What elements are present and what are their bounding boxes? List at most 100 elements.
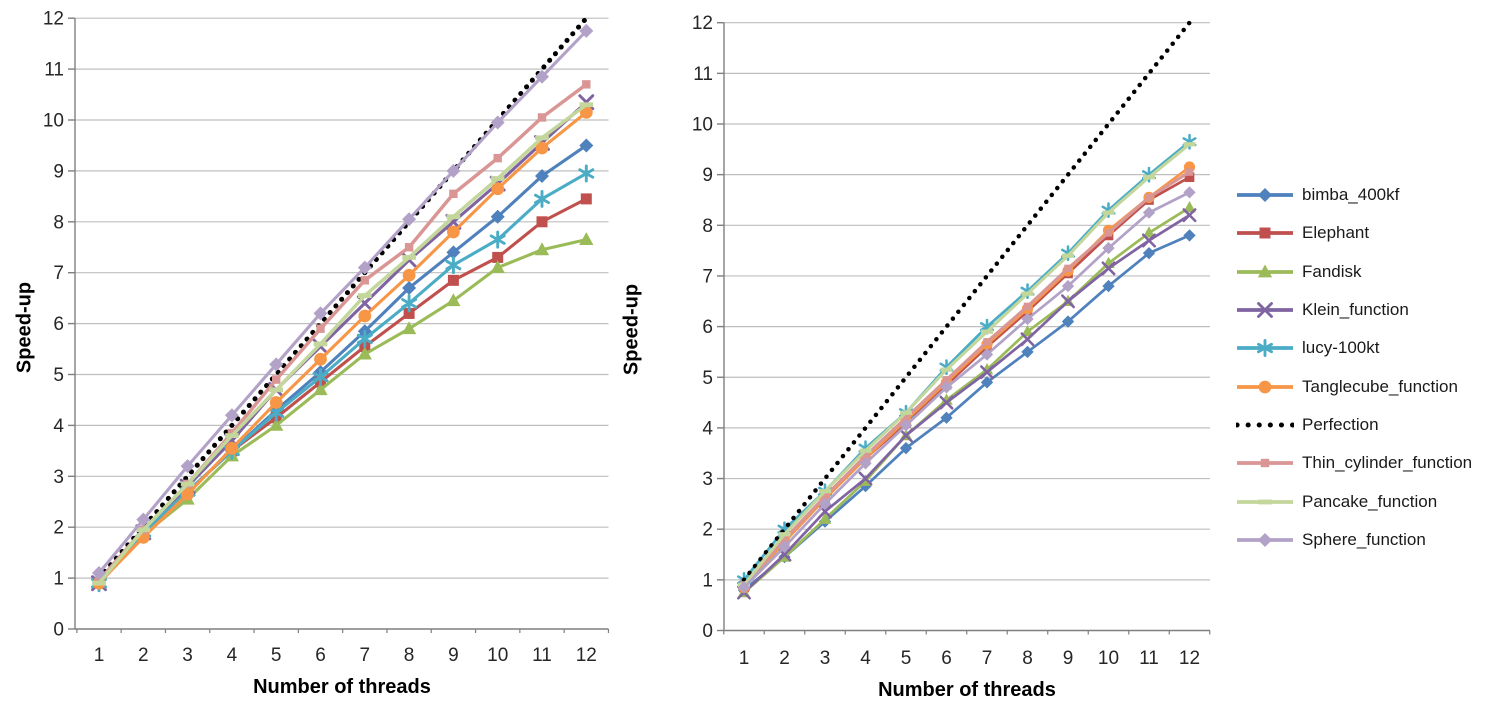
series-marker-lucy-100kt [534, 193, 550, 205]
x-tick-label: 5 [901, 648, 912, 669]
legend-label: bimba_400kf [1302, 185, 1400, 205]
series-marker-Klein_function [1020, 332, 1035, 347]
series-marker-Elephant [1184, 172, 1195, 183]
series-marker-Klein_function [858, 471, 873, 486]
legend-marker-Thin_cylinder_function [1260, 459, 1270, 468]
legend-sample-sphere_function [1237, 532, 1293, 547]
series-marker-Klein_function [1101, 261, 1116, 276]
series-marker-Pancake_function [981, 329, 993, 334]
series-marker-lucy-100kt [979, 322, 995, 332]
series-marker-Thin_cylinder_function [780, 535, 789, 544]
series-marker-Klein_function [1142, 233, 1156, 248]
series-marker-Pancake_function [446, 214, 461, 220]
series-marker-Fandisk [1142, 226, 1156, 238]
series-marker-Pancake_function [819, 489, 831, 494]
legend-sample-klein_function [1237, 302, 1293, 318]
series-marker-lucy-100kt [534, 189, 550, 208]
series-marker-Thin_cylinder_function [449, 189, 458, 199]
series-marker-Fandisk [579, 232, 594, 246]
left-y-axis-title: Speed-up [13, 281, 36, 374]
series-line-lucy-100kt [97, 172, 588, 585]
series-marker-Pancake_function [1021, 291, 1034, 296]
series-marker-Pancake_function [92, 580, 106, 586]
legend-sample-elephant [1237, 227, 1293, 239]
series-line-Pancake_function [742, 143, 1191, 586]
series-line-Tanglecube_function [742, 165, 1191, 589]
legend-marker-lucy-100kt [1257, 339, 1273, 358]
legend-label: lucy-100kt [1302, 338, 1380, 358]
series-marker-lucy-100kt [312, 371, 329, 383]
legend-item-lucy-100kt: lucy-100kt [1236, 329, 1472, 367]
legend-label: Thin_cylinder_function [1302, 453, 1473, 473]
series-marker-bimba_400kf [579, 138, 594, 153]
series-marker-Klein_function [1020, 332, 1035, 347]
y-tick-label: 10 [43, 111, 64, 132]
legend: bimba_400kf Elephant Fandisk Klein_funct… [1236, 176, 1472, 559]
series-marker-Klein_function [899, 428, 913, 443]
series-marker-lucy-100kt [489, 230, 506, 249]
x-tick-label: 6 [941, 648, 952, 669]
series-marker-Klein_function [858, 471, 873, 486]
series-marker-Tanglecube_function [402, 268, 416, 282]
legend-marker-Pancake_function [1258, 499, 1272, 504]
legend-marker-bimba_400kf [1258, 188, 1272, 203]
legend-item-tanglecube_function: Tanglecube_function [1236, 367, 1472, 405]
legend-item-thin_cylinder_function: Thin_cylinder_function [1236, 444, 1472, 482]
series-marker-Klein_function [1061, 294, 1075, 309]
series-marker-Thin_cylinder_function [1145, 193, 1153, 202]
series-marker-Sphere_function [1183, 186, 1196, 199]
x-tick-label: 12 [576, 645, 597, 666]
series-marker-Elephant [492, 251, 504, 263]
y-tick-label: 0 [702, 621, 713, 642]
series-marker-Sphere_function [980, 348, 994, 361]
series-marker-Fandisk [401, 321, 417, 335]
y-tick-label: 2 [702, 520, 713, 541]
y-tick-label: 1 [53, 569, 64, 590]
series-marker-Klein_function [1182, 208, 1197, 223]
series-marker-Tanglecube_function [314, 352, 327, 366]
series-marker-bimba_400kf [1102, 279, 1115, 293]
series-marker-Sphere_function [1102, 241, 1115, 255]
y-tick-label: 5 [702, 368, 713, 389]
series-marker-lucy-100kt [401, 294, 418, 313]
x-tick-label: 4 [227, 645, 238, 666]
series-marker-Fandisk [534, 242, 550, 256]
series-marker-Sphere_function [940, 381, 953, 394]
series-marker-Elephant [447, 274, 459, 286]
series-marker-Klein_function [899, 428, 913, 443]
series-marker-bimba_400kf [446, 245, 461, 260]
y-tick-label: 12 [692, 13, 713, 34]
series-marker-lucy-100kt [578, 164, 595, 183]
legend-label: Pancake_function [1302, 491, 1438, 511]
series-marker-Thin_cylinder_function [1064, 264, 1072, 273]
series-marker-Fandisk [490, 260, 505, 274]
series-marker-Fandisk [313, 382, 328, 396]
y-tick-label: 0 [53, 620, 64, 641]
y-tick-label: 11 [44, 60, 64, 81]
series-marker-Thin_cylinder_function [404, 243, 414, 252]
x-tick-label: 6 [315, 645, 326, 666]
series-line-Elephant [97, 197, 588, 585]
legend-label: Klein_function [1302, 300, 1409, 320]
series-marker-Fandisk [1183, 200, 1196, 213]
series-marker-Tanglecube_function [358, 309, 372, 323]
series-marker-Thin_cylinder_function [493, 153, 502, 163]
legend-item-klein_function: Klein_function [1236, 291, 1472, 329]
x-tick-label: 9 [448, 645, 459, 666]
series-marker-Thin_cylinder_function [861, 452, 870, 460]
x-tick-label: 1 [94, 645, 105, 666]
y-tick-label: 4 [53, 416, 64, 437]
series-line-Tanglecube_function [97, 111, 588, 585]
series-marker-Klein_function [1061, 294, 1075, 309]
series-line-Pancake_function [97, 103, 588, 585]
series-marker-Tanglecube_function [181, 487, 195, 501]
series-line-Perfection [741, 20, 1192, 583]
series-marker-Klein_function [1101, 261, 1116, 276]
series-marker-lucy-100kt [445, 259, 462, 271]
series-marker-Thin_cylinder_function [942, 376, 951, 384]
series-marker-Klein_function [980, 365, 994, 380]
x-tick-label: 11 [532, 645, 552, 666]
series-marker-Klein_function [939, 395, 954, 410]
y-tick-label: 10 [692, 115, 713, 136]
